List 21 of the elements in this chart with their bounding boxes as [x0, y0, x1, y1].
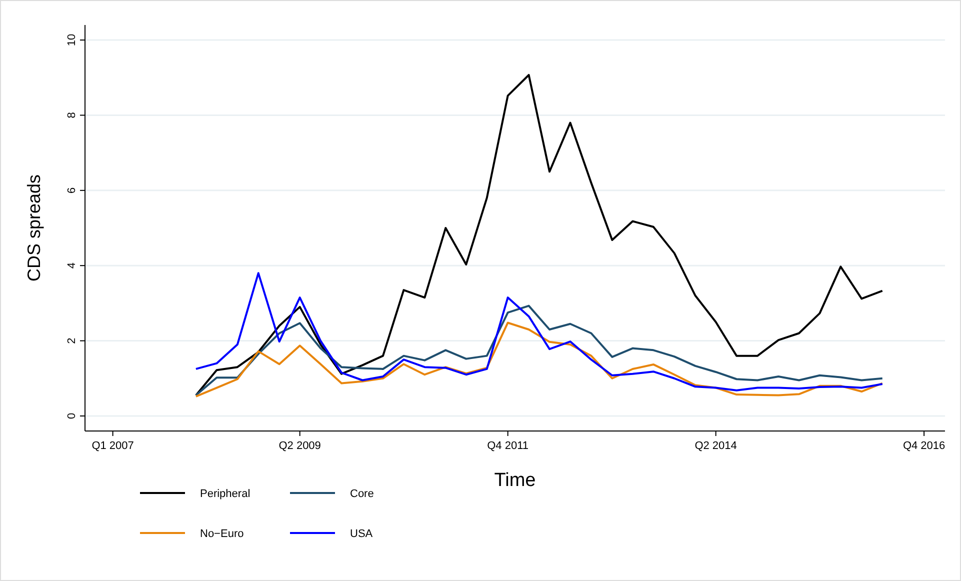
- y-tick-label: 10: [66, 34, 78, 46]
- y-tick-label: 2: [66, 338, 78, 344]
- line-series: [194, 304, 884, 396]
- y-tick-label: 0: [66, 412, 78, 420]
- y-tick-label: 8: [66, 112, 78, 118]
- x-tick-label: Q4 2016: [902, 440, 946, 452]
- x-tick-label: Q4 2011: [487, 440, 529, 452]
- x-tick-label: Q2 2009: [278, 440, 321, 452]
- legend-label: USA: [350, 528, 374, 540]
- legend-label: Core: [350, 488, 374, 500]
- x-tick-label: Q1 2007: [92, 440, 134, 452]
- legend-label: Peripheral: [200, 488, 250, 500]
- line-series: [194, 74, 884, 396]
- y-tick-label: 4: [66, 262, 78, 269]
- line-series: [194, 322, 884, 398]
- y-axis-title: CDS spreads: [24, 174, 44, 282]
- legend-label: No−Euro: [200, 528, 244, 540]
- x-axis-title: Time: [494, 470, 536, 491]
- y-tick-label: 6: [66, 187, 78, 194]
- x-tick-label: Q2 2014: [694, 440, 737, 452]
- line-series: [194, 272, 884, 392]
